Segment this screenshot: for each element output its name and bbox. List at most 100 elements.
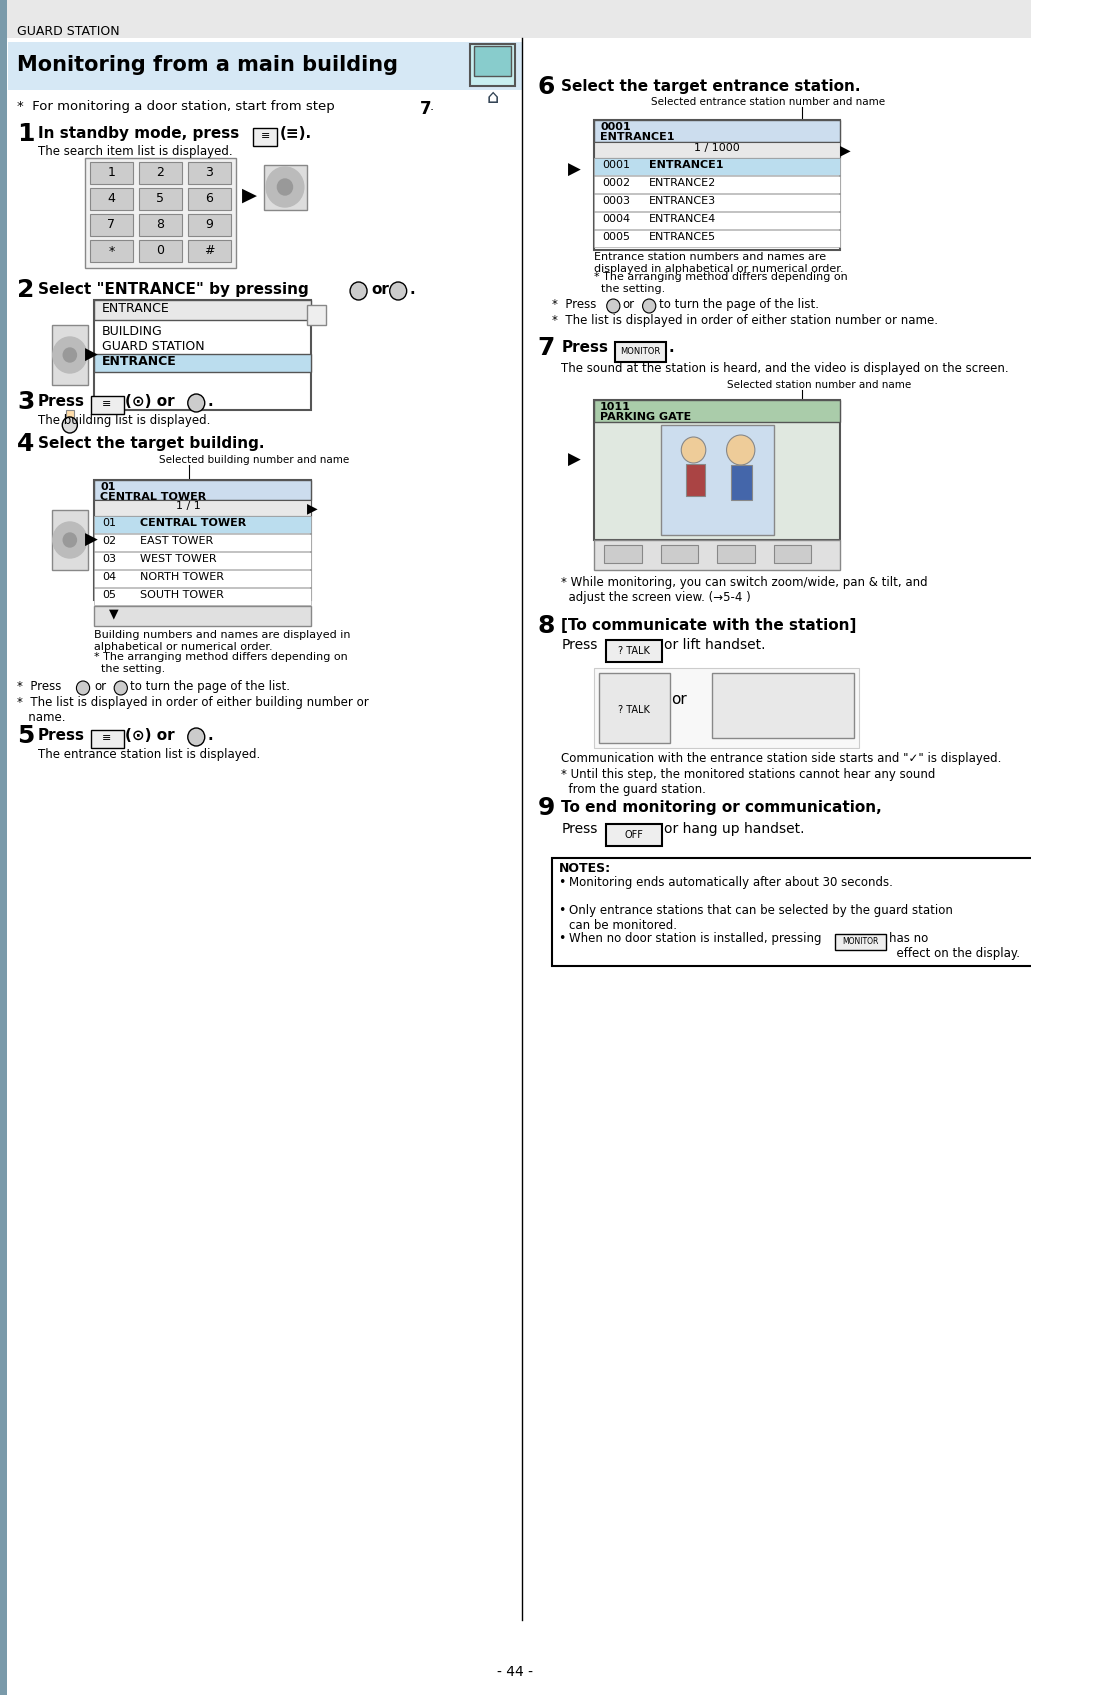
Bar (94, 480, 312, 500)
Bar (470, 44, 515, 86)
Text: 03: 03 (102, 554, 116, 564)
Bar (595, 668, 859, 747)
Bar (188, 241, 232, 263)
Bar (91, 397, 124, 414)
Text: The entrance station list is displayed.: The entrance station list is displayed. (38, 747, 260, 761)
Bar (139, 188, 183, 210)
Bar (606, 824, 662, 846)
Circle shape (727, 436, 755, 464)
Text: •: • (559, 903, 566, 917)
Text: GUARD STATION: GUARD STATION (102, 341, 204, 353)
Bar (51, 325, 87, 385)
Text: 1 / 1: 1 / 1 (176, 502, 201, 510)
Bar (94, 607, 312, 625)
Bar (94, 300, 312, 410)
Text: The building list is displayed.: The building list is displayed. (38, 414, 210, 427)
Text: Select "ENTRANCE" by pressing: Select "ENTRANCE" by pressing (38, 281, 308, 297)
Text: ▶: ▶ (568, 451, 580, 470)
Text: Monitoring ends automatically after about 30 seconds.: Monitoring ends automatically after abou… (569, 876, 893, 888)
Text: or lift handset.: or lift handset. (665, 637, 766, 653)
Circle shape (390, 281, 407, 300)
Bar (595, 158, 839, 175)
Circle shape (681, 437, 706, 463)
Text: BUILDING: BUILDING (102, 325, 163, 337)
Text: ? TALK: ? TALK (619, 646, 650, 656)
Bar (8, 42, 521, 90)
Text: 1: 1 (17, 122, 35, 146)
Text: (⊙) or: (⊙) or (126, 727, 175, 742)
Text: *  The list is displayed in order of either station number or name.: * The list is displayed in order of eith… (552, 314, 938, 327)
Text: or: or (372, 281, 389, 297)
Text: - 44 -: - 44 - (497, 1664, 533, 1680)
Text: ≡: ≡ (260, 131, 270, 141)
Text: Entrance station numbers and names are
displayed in alphabetical or numerical or: Entrance station numbers and names are d… (595, 253, 844, 273)
Text: 1: 1 (107, 166, 115, 180)
Bar (94, 534, 312, 551)
Text: NOTES:: NOTES: (559, 863, 611, 875)
Text: 4: 4 (17, 432, 34, 456)
Bar (717, 546, 755, 563)
Text: Monitoring from a main building: Monitoring from a main building (17, 54, 398, 75)
Text: ENTRANCE1: ENTRANCE1 (600, 132, 674, 142)
Text: Press: Press (38, 393, 85, 408)
Text: to turn the page of the list.: to turn the page of the list. (659, 298, 819, 310)
Text: The sound at the station is heard, and the video is displayed on the screen.: The sound at the station is heard, and t… (562, 363, 1009, 375)
Circle shape (52, 337, 86, 373)
Text: [To communicate with the station]: [To communicate with the station] (562, 619, 857, 632)
Bar (835, 934, 886, 949)
Circle shape (278, 180, 293, 195)
Text: ≡: ≡ (102, 398, 111, 408)
Text: 7: 7 (420, 100, 432, 119)
Bar (94, 553, 312, 570)
Bar (0, 0, 7, 1695)
Circle shape (607, 298, 620, 314)
Text: NORTH TOWER: NORTH TOWER (140, 571, 224, 581)
Text: When no door station is installed, pressing: When no door station is installed, press… (569, 932, 822, 946)
Text: 6: 6 (205, 193, 213, 205)
Bar (307, 305, 326, 325)
Bar (686, 464, 705, 497)
Text: Select the target building.: Select the target building. (38, 436, 265, 451)
Text: Selected station number and name: Selected station number and name (727, 380, 910, 390)
Text: .: . (430, 100, 434, 114)
Text: to turn the page of the list.: to turn the page of the list. (130, 680, 291, 693)
Text: To end monitoring or communication,: To end monitoring or communication, (562, 800, 882, 815)
Circle shape (350, 281, 367, 300)
Bar (473, 46, 512, 76)
Bar (252, 129, 278, 146)
Bar (595, 400, 839, 541)
Text: ▶: ▶ (307, 502, 317, 515)
Text: Select the target entrance station.: Select the target entrance station. (562, 80, 861, 93)
Text: *  For monitoring a door station, start from step: * For monitoring a door station, start f… (17, 100, 334, 114)
Text: *  Press: * Press (17, 680, 61, 693)
Circle shape (643, 298, 656, 314)
Bar (615, 342, 666, 363)
Bar (713, 673, 854, 737)
Text: 02: 02 (102, 536, 116, 546)
Bar (595, 120, 839, 249)
Text: 0004: 0004 (602, 214, 631, 224)
Text: SOUTH TOWER: SOUTH TOWER (140, 590, 224, 600)
Text: •: • (559, 876, 566, 888)
Text: ▶: ▶ (568, 161, 580, 180)
Circle shape (63, 347, 77, 363)
Text: 04: 04 (102, 571, 116, 581)
Bar (595, 193, 839, 210)
Text: MONITOR: MONITOR (843, 937, 879, 946)
Circle shape (188, 393, 204, 412)
Text: Press: Press (38, 727, 85, 742)
Bar (595, 120, 839, 142)
Bar (606, 641, 662, 663)
Bar (595, 400, 839, 422)
Text: 0003: 0003 (602, 197, 630, 207)
Bar (94, 500, 312, 515)
Text: ENTRANCE1: ENTRANCE1 (649, 159, 724, 170)
Text: ▶: ▶ (85, 346, 97, 364)
Text: 0005: 0005 (602, 232, 630, 242)
Text: Only entrance stations that can be selected by the guard station
can be monitore: Only entrance stations that can be selec… (569, 903, 953, 932)
Text: #: # (204, 244, 214, 258)
Bar (188, 188, 232, 210)
Circle shape (114, 681, 128, 695)
Bar (66, 410, 73, 429)
Text: 3: 3 (205, 166, 213, 180)
